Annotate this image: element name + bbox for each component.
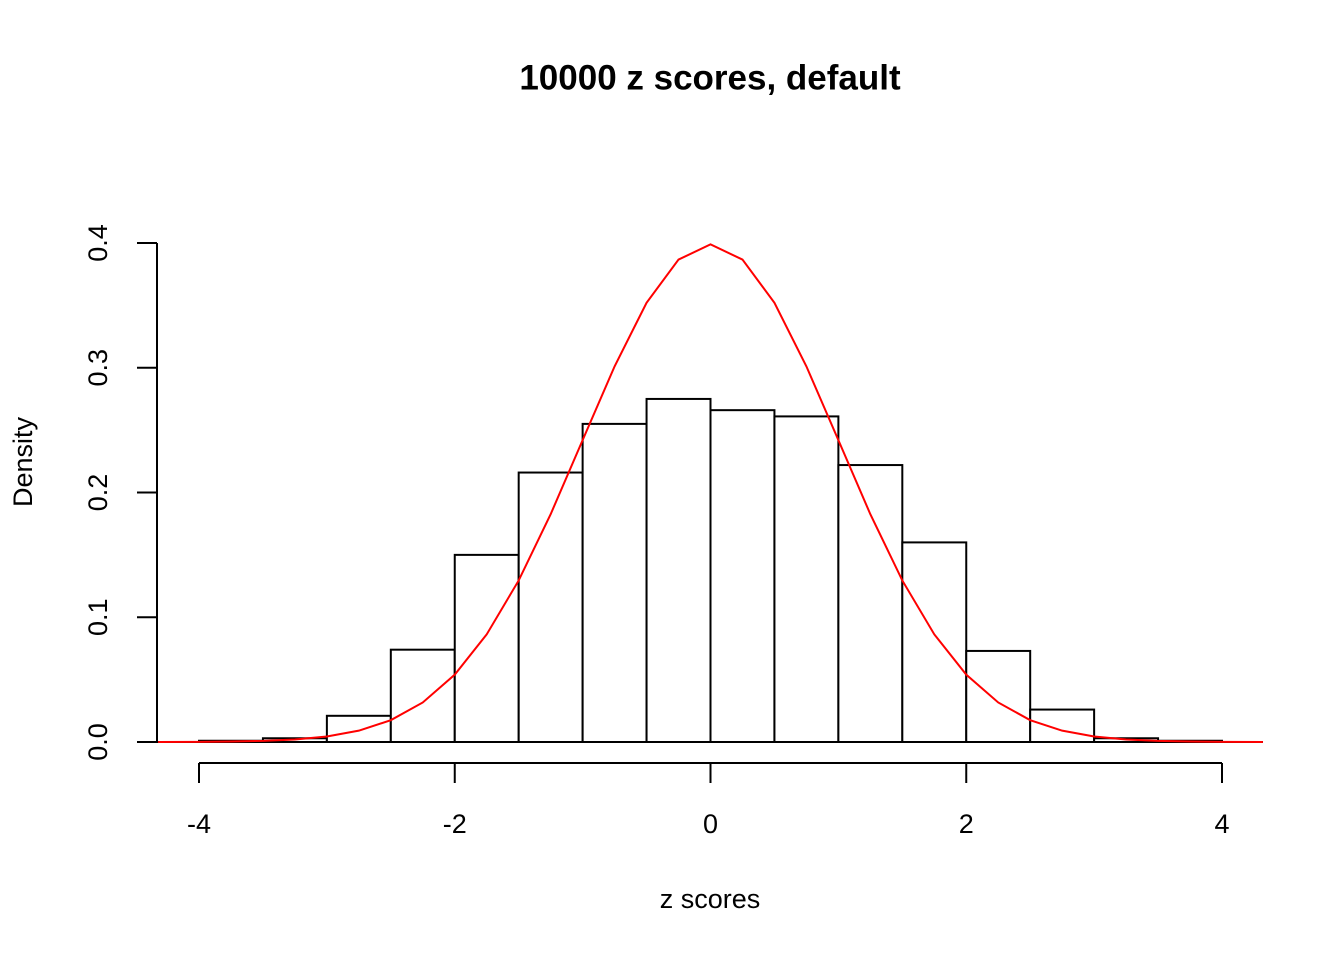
bar <box>645 397 712 743</box>
y-tick-label: 0.3 <box>83 349 113 387</box>
bar <box>773 415 840 743</box>
y-tick-label: 0.4 <box>83 224 113 262</box>
bar <box>1029 708 1096 744</box>
bar <box>389 648 456 743</box>
bar <box>453 553 520 743</box>
bar <box>325 714 392 743</box>
bar <box>517 471 584 743</box>
bar <box>965 649 1032 743</box>
x-tick-label: 4 <box>1214 809 1229 839</box>
x-axis-label: z scores <box>660 884 761 914</box>
x-tick-label: 2 <box>959 809 974 839</box>
x-tick-label: -2 <box>443 809 467 839</box>
bar <box>837 464 904 743</box>
bar <box>581 422 648 743</box>
bar <box>709 409 776 743</box>
x-tick-label: -4 <box>187 809 211 839</box>
y-tick-label: 0.0 <box>83 723 113 761</box>
bar <box>901 541 968 744</box>
y-tick-label: 0.1 <box>83 598 113 636</box>
y-tick-label: 0.2 <box>83 474 113 512</box>
chart-title: 10000 z scores, default <box>519 58 901 97</box>
x-tick-label: 0 <box>703 809 718 839</box>
y-axis-label: Density <box>8 416 38 507</box>
density-curve <box>158 243 1263 743</box>
